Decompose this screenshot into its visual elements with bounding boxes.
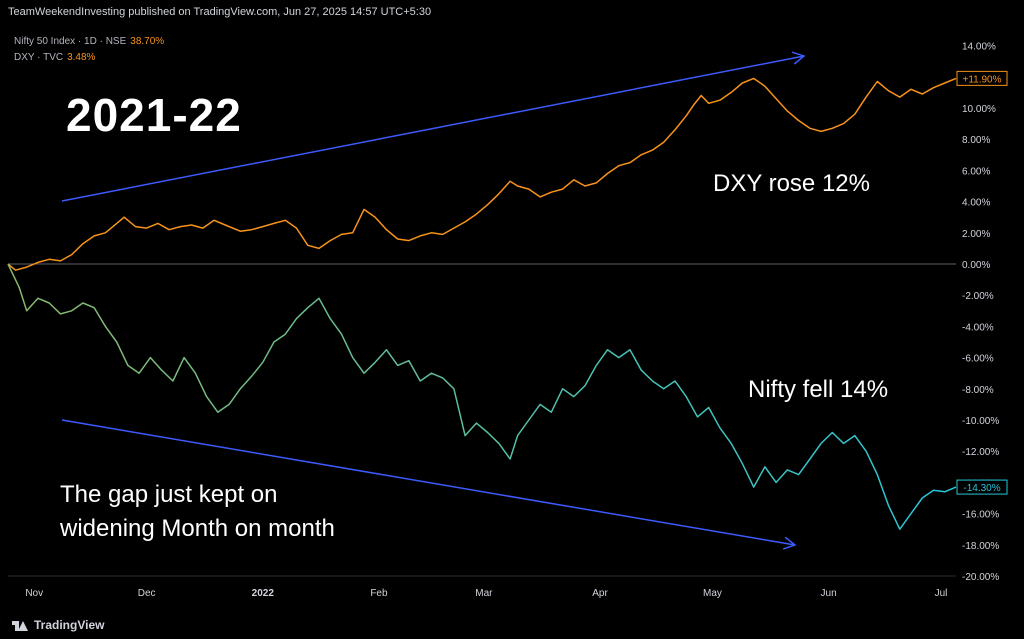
y-tick-label: -12.00%	[962, 447, 999, 458]
x-tick-label: Apr	[592, 588, 608, 599]
x-tick-label: Jul	[935, 588, 948, 599]
y-tick-label: -10.00%	[962, 416, 999, 427]
tradingview-brand[interactable]: TradingView	[12, 618, 104, 632]
trend-arrow-up	[61, 51, 806, 202]
y-tick-label: 6.00%	[962, 166, 990, 177]
y-tick-label: -6.00%	[962, 354, 994, 365]
x-tick-label: Jun	[821, 588, 837, 599]
y-tick-label: 8.00%	[962, 135, 990, 146]
gap-annotation: The gap just kept on widening Month on m…	[60, 478, 335, 546]
y-tick-label: -2.00%	[962, 291, 994, 302]
x-tick-label: Feb	[370, 588, 388, 599]
last-value-badge-nifty	[956, 479, 1008, 495]
nifty-annotation: Nifty fell 14%	[748, 376, 889, 403]
trend-arrow-down	[61, 419, 797, 550]
y-tick-label: 14.00%	[962, 42, 996, 53]
y-tick-label: 10.00%	[962, 104, 996, 115]
tradingview-logo-icon	[12, 619, 28, 631]
x-tick-label: May	[703, 588, 722, 599]
y-tick-label: -20.00%	[962, 572, 999, 583]
y-tick-label: -16.00%	[962, 510, 999, 521]
period-title: 2021-22	[66, 89, 242, 141]
x-tick-label: Nov	[25, 588, 43, 599]
x-tick-label: Dec	[138, 588, 156, 599]
last-value-label-dxy: +11.90%	[962, 74, 1001, 85]
brand-label: TradingView	[34, 618, 105, 632]
y-tick-label: 2.00%	[962, 229, 990, 240]
y-tick-label: -8.00%	[962, 385, 994, 396]
y-tick-label: 0.00%	[962, 260, 990, 271]
legend-nifty-name: Nifty 50 Index · 1D · NSE	[14, 36, 127, 47]
dxy-annotation: DXY rose 12%	[713, 170, 870, 197]
y-tick-label: -18.00%	[962, 541, 999, 552]
y-tick-label: -4.00%	[962, 322, 994, 333]
legend-dxy-name: DXY · TVC	[14, 52, 64, 63]
gap-annotation-line2: widening Month on month	[60, 515, 335, 542]
last-value-badge-dxy	[956, 70, 1008, 86]
x-tick-label: Mar	[475, 588, 493, 599]
series-line-nifty[interactable]	[7, 263, 957, 530]
legend-nifty-value: 38.70%	[130, 36, 165, 47]
published-info: TeamWeekendInvesting published on Tradin…	[8, 6, 432, 18]
series-line-dxy[interactable]	[7, 77, 957, 271]
legend-dxy-value: 3.48%	[67, 52, 96, 63]
y-tick-label: 4.00%	[962, 198, 990, 209]
last-value-label-nifty: -14.30%	[963, 483, 1000, 494]
gap-annotation-line1: The gap just kept on	[60, 481, 278, 508]
x-tick-label: 2022	[252, 588, 275, 599]
legend-dxy[interactable]: DXY · TVC 3.48%	[14, 52, 95, 63]
legend-nifty[interactable]: Nifty 50 Index · 1D · NSE 38.70%	[14, 36, 164, 47]
